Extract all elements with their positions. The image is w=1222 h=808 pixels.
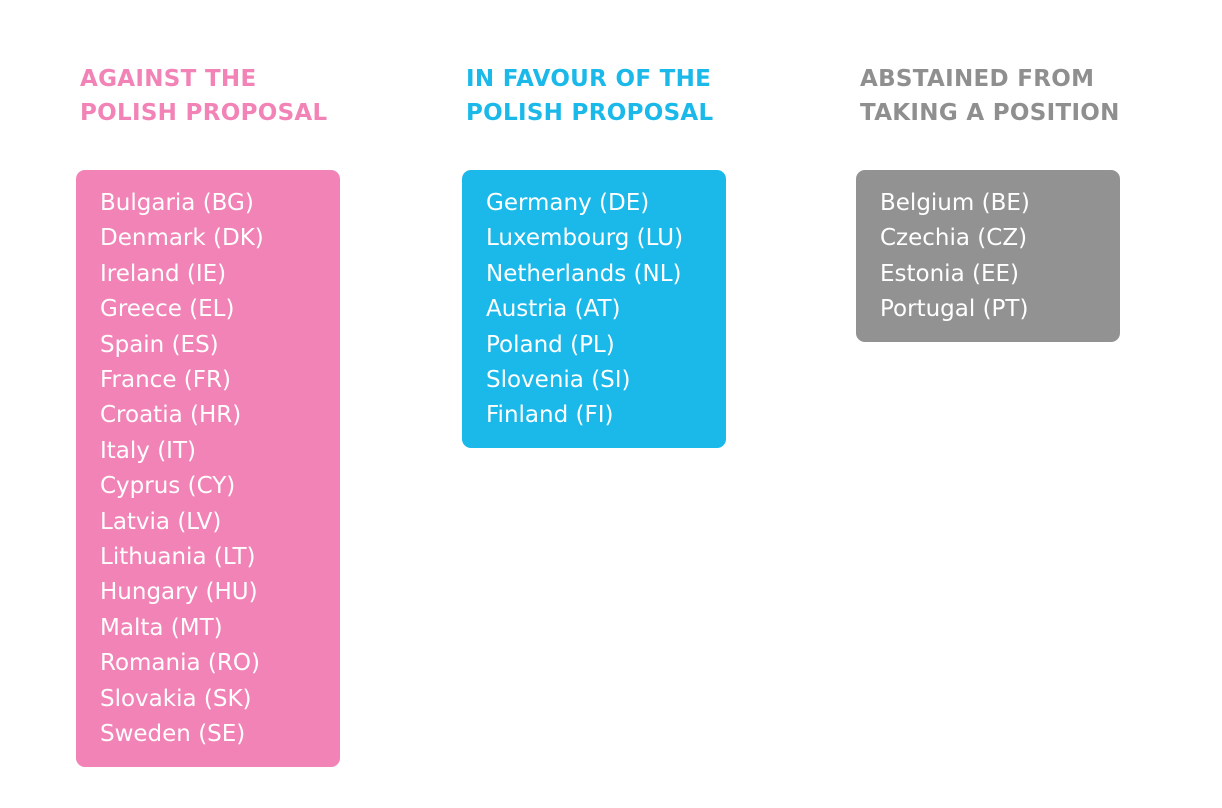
country-box: Belgium (BE) Czechia (CZ) Estonia (EE) Port…	[856, 170, 1120, 342]
country: Ireland (IE)	[100, 260, 227, 287]
country: Poland (PL)	[486, 331, 615, 358]
country: Estonia (EE)	[880, 260, 1019, 287]
column: ABSTAINED FROM TAKING A POSITION Belgium (…	[856, 62, 1126, 342]
heading-line: AGAINST THE	[80, 66, 257, 92]
column-heading: AGAINST THE POLISH PROPOSAL	[76, 62, 346, 132]
country: Bulgaria (BG)	[100, 190, 254, 216]
country-box: Bulgaria (BG) Denmark (DK) Ireland (IE) Gre…	[76, 170, 340, 767]
country: Portugal (PT)	[880, 296, 1029, 323]
country: Cyprus (CY)	[100, 473, 236, 500]
country: Slovakia (SK)	[100, 685, 252, 712]
heading-line: ABSTAINED FROM	[860, 66, 1095, 92]
country: Spain (ES)	[100, 331, 219, 358]
country: Luxembourg (LU)	[486, 225, 684, 252]
column: AGAINST THE POLISH PROPOSAL Bulgaria (BG) D…	[76, 62, 346, 767]
country: Germany (DE)	[486, 190, 650, 216]
heading-line: IN FAVOUR OF THE	[466, 66, 712, 92]
heading-line: POLISH PROPOSAL	[466, 100, 714, 126]
country: Austria (AT)	[486, 296, 621, 323]
column-heading: ABSTAINED FROM TAKING A POSITION	[856, 62, 1126, 132]
country: Sweden (SE)	[100, 721, 246, 748]
country: Italy (IT)	[100, 437, 196, 464]
country: Lithuania (LT)	[100, 544, 256, 571]
column: IN FAVOUR OF THE POLISH PROPOSAL Germany (…	[462, 62, 732, 448]
heading-line: TAKING A POSITION	[860, 100, 1120, 126]
country: Malta (MT)	[100, 614, 223, 641]
heading-line: POLISH PROPOSAL	[80, 100, 328, 126]
country: Greece (EL)	[100, 296, 235, 323]
country: Belgium (BE)	[880, 190, 1030, 216]
country: Hungary (HU)	[100, 579, 258, 606]
country: Denmark (DK)	[100, 225, 264, 252]
column-heading: IN FAVOUR OF THE POLISH PROPOSAL	[462, 62, 732, 132]
country-box: Germany (DE) Luxembourg (LU) Netherlands (…	[462, 170, 726, 448]
country: Latvia (LV)	[100, 508, 222, 535]
country: Romania (RO)	[100, 650, 260, 677]
country: Finland (FI)	[486, 402, 614, 429]
country: France (FR)	[100, 367, 231, 394]
country: Slovenia (SI)	[486, 367, 631, 394]
country: Croatia (HR)	[100, 402, 242, 429]
country: Netherlands (NL)	[486, 260, 682, 287]
country: Czechia (CZ)	[880, 225, 1028, 252]
